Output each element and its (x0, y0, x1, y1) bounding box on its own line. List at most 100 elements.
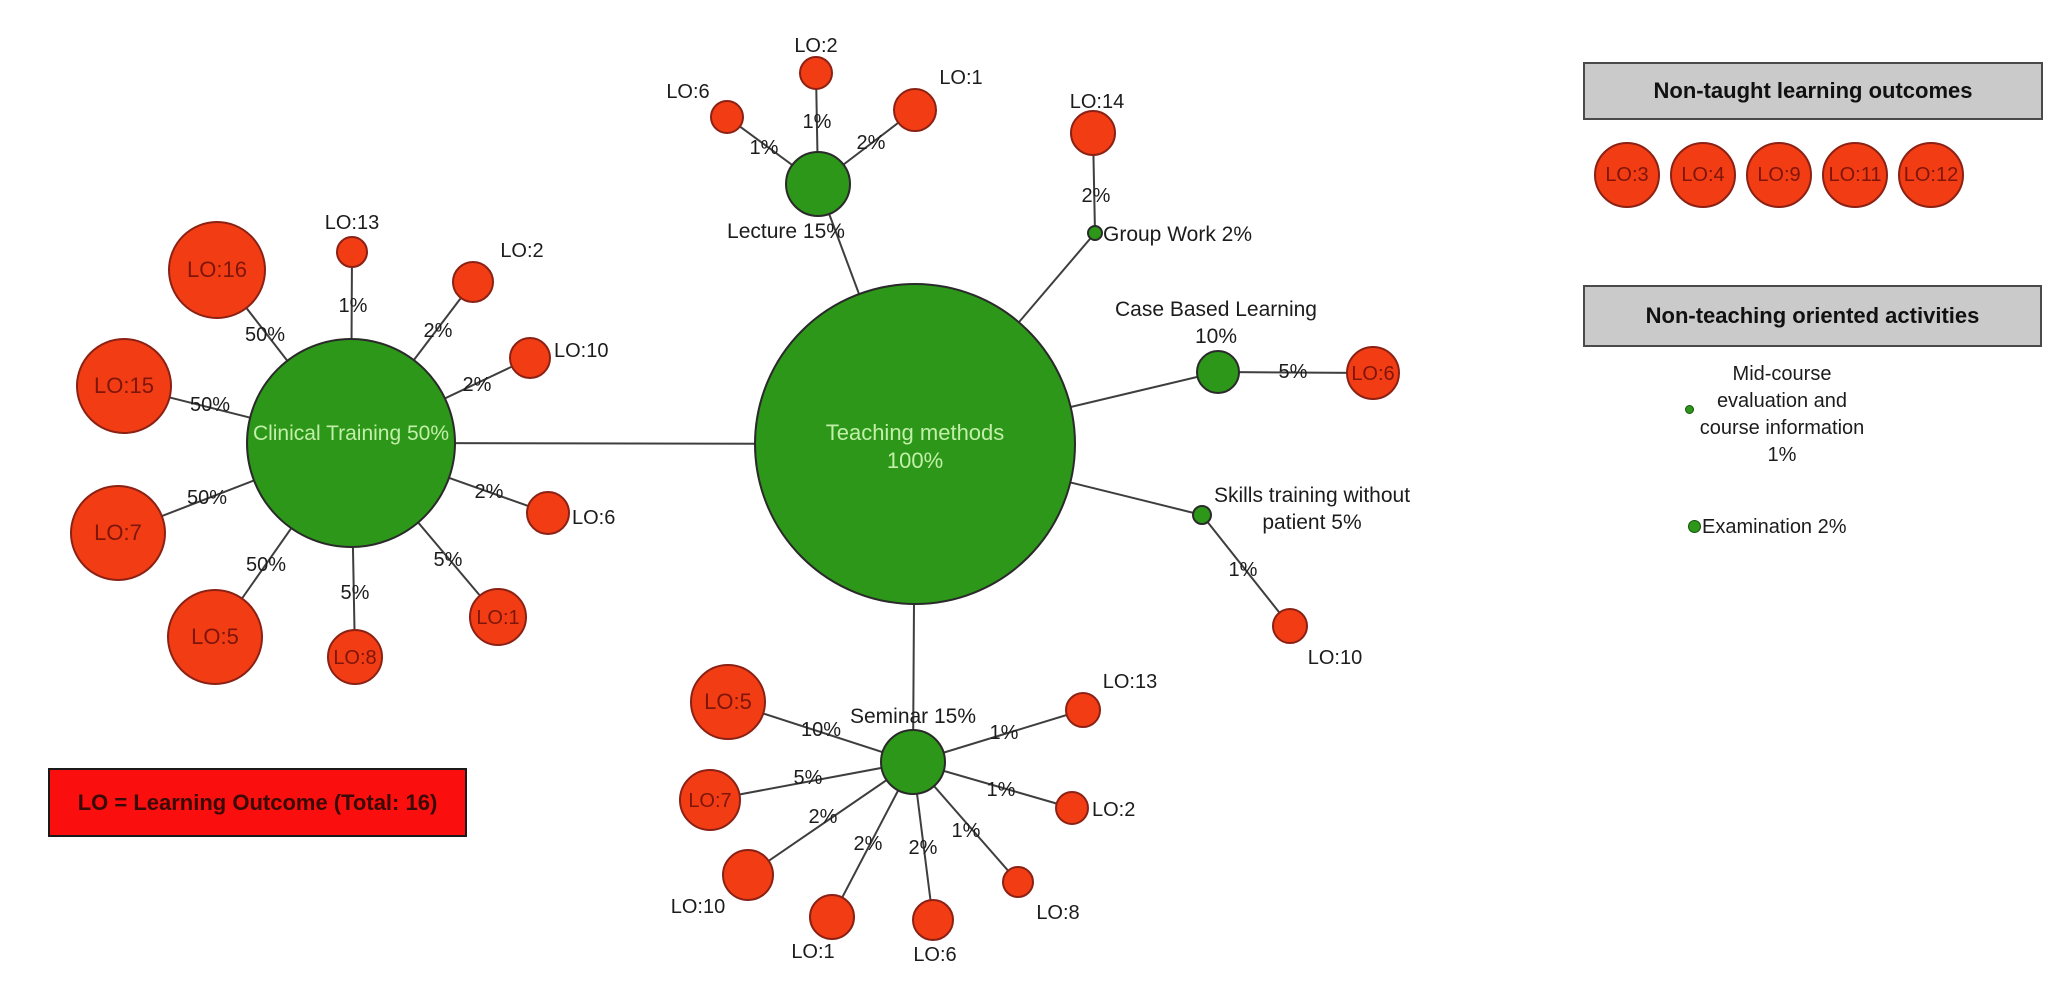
node-lo8-clinical (327, 629, 383, 685)
non-taught-lo-circle: LO:11 (1822, 142, 1888, 208)
non-teaching-title: Non-teaching oriented activities (1645, 303, 1980, 328)
node-skills-training (1192, 505, 1212, 525)
edge-label-clinical-training-lo2-clinical: 2% (424, 320, 453, 342)
node-lo1-seminar (809, 894, 855, 940)
edge-label-clinical-training-lo13-clinical: 1% (339, 295, 368, 317)
edge-label-clinical-training-lo10-clinical: 2% (463, 374, 492, 396)
node-lo13-seminar (1065, 692, 1101, 728)
label-teaching-methods: 100% (887, 448, 943, 473)
edge-label-clinical-training-lo6-clinical: 2% (475, 481, 504, 503)
label-group-work: Group Work 2% (1103, 223, 1252, 246)
node-lo6-lecture (710, 100, 744, 134)
label-lo1-seminar: LO:1 (791, 941, 834, 963)
label-case-based-learning: Case Based Learning (1115, 298, 1317, 321)
edge-skills-training-lo10-skills (1201, 514, 1291, 627)
label-lo13-seminar: LO:13 (1103, 671, 1157, 693)
mid-course-label: Mid-course evaluation and course informa… (1699, 363, 1865, 466)
edge-label-clinical-training-lo7-clinical: 50% (187, 487, 227, 509)
label-lo7-seminar: LO:7 (688, 790, 731, 812)
edge-label-seminar-lo10-seminar: 2% (809, 806, 838, 828)
node-lo6-cbl (1346, 346, 1400, 400)
edge-label-clinical-training-lo8-clinical: 5% (341, 582, 370, 604)
edge-label-case-based-learning-lo6-cbl: 5% (1279, 361, 1308, 383)
label-lo1-lecture: LO:1 (939, 67, 982, 89)
label-lo8-clinical: LO:8 (333, 647, 376, 669)
node-lo1-clinical (469, 588, 527, 646)
edge-label-seminar-lo5-seminar: 10% (801, 719, 841, 741)
node-case-based-learning (1196, 350, 1240, 394)
label-lo6-clinical: LO:6 (572, 507, 615, 529)
label-seminar: Seminar 15% (850, 705, 976, 728)
label-lo10-seminar: LO:10 (671, 896, 725, 918)
label-clinical-training: Clinical Training 50% (253, 422, 449, 445)
lo-legend-text: LO = Learning Outcome (Total: 16) (77, 789, 438, 815)
label-lo5-seminar: LO:5 (704, 689, 752, 714)
label-case-based-learning: 10% (1195, 325, 1237, 348)
label-lo6-seminar: LO:6 (913, 944, 956, 966)
node-lo10-skills (1272, 608, 1308, 644)
non-taught-header: Non-taught learning outcomes (1583, 62, 2043, 120)
edge-label-clinical-training-lo15-clinical: 50% (190, 394, 230, 416)
node-lo8-seminar (1002, 866, 1034, 898)
label-lo8-seminar: LO:8 (1036, 902, 1079, 924)
node-lo2-seminar (1055, 791, 1089, 825)
non-taught-lo-circle: LO:3 (1594, 142, 1660, 208)
node-lecture (785, 151, 851, 217)
edge-label-lecture-lo1-lecture: 2% (857, 132, 886, 154)
node-lo14-groupwork (1070, 110, 1116, 156)
non-taught-circles: LO:3 LO:4 LO:9 LO:11 LO:12 (1594, 142, 1964, 208)
edge-label-lecture-lo2-lecture: 1% (803, 111, 832, 133)
node-lo10-clinical (509, 337, 551, 379)
node-seminar (880, 729, 946, 795)
edge-label-seminar-lo6-seminar: 2% (909, 837, 938, 859)
node-lo2-clinical (452, 261, 494, 303)
examination-label: Examination 2% (1702, 516, 1847, 538)
node-lo7-clinical (70, 485, 166, 581)
edge-seminar-lo10-seminar (747, 761, 914, 876)
node-lo5-clinical (167, 589, 263, 685)
label-lo6-lecture: LO:6 (666, 81, 709, 103)
node-lo6-clinical (526, 491, 570, 535)
mid-course-dot-icon (1685, 405, 1694, 414)
edge-label-clinical-training-lo1-clinical: 5% (434, 549, 463, 571)
node-teaching-methods (754, 283, 1076, 605)
node-lo5-seminar (690, 664, 766, 740)
edge-seminar-lo7-seminar (709, 761, 914, 801)
node-clinical-training (246, 338, 456, 548)
non-taught-lo-circle: LO:4 (1670, 142, 1736, 208)
label-skills-training: patient 5% (1262, 511, 1361, 534)
edge-label-seminar-lo13-seminar: 1% (990, 722, 1019, 744)
label-lo7-clinical: LO:7 (94, 520, 142, 545)
edge-label-seminar-lo8-seminar: 1% (952, 820, 981, 842)
label-lo1-clinical: LO:1 (476, 607, 519, 629)
node-group-work (1087, 225, 1103, 241)
node-lo10-seminar (722, 849, 774, 901)
non-teaching-header: Non-teaching oriented activities (1583, 285, 2042, 347)
node-lo2-lecture (799, 56, 833, 90)
edge-label-seminar-lo1-seminar: 2% (854, 833, 883, 855)
label-lo16-clinical: LO:16 (187, 257, 247, 282)
label-lo14-groupwork: LO:14 (1070, 91, 1124, 113)
label-lo10-skills: LO:10 (1308, 647, 1362, 669)
edge-label-clinical-training-lo5-clinical: 50% (246, 554, 286, 576)
label-lo13-clinical: LO:13 (325, 212, 379, 234)
edge-label-lecture-lo6-lecture: 1% (750, 137, 779, 159)
examination-dot-icon (1688, 520, 1701, 533)
non-taught-title: Non-taught learning outcomes (1653, 78, 1973, 103)
node-lo16-clinical (168, 221, 266, 319)
label-lo15-clinical: LO:15 (94, 373, 154, 398)
node-lo7-seminar (679, 769, 741, 831)
label-lo2-seminar: LO:2 (1092, 799, 1135, 821)
label-lo2-clinical: LO:2 (500, 240, 543, 262)
label-skills-training: Skills training without (1214, 484, 1410, 507)
edge-label-seminar-lo7-seminar: 5% (794, 767, 823, 789)
label-lo5-clinical: LO:5 (191, 624, 239, 649)
edge-label-seminar-lo2-seminar: 1% (987, 779, 1016, 801)
node-lo15-clinical (76, 338, 172, 434)
label-lo2-lecture: LO:2 (794, 35, 837, 57)
non-taught-lo-circle: LO:12 (1898, 142, 1964, 208)
edge-label-clinical-training-lo16-clinical: 50% (245, 324, 285, 346)
label-teaching-methods: Teaching methods (826, 420, 1005, 445)
